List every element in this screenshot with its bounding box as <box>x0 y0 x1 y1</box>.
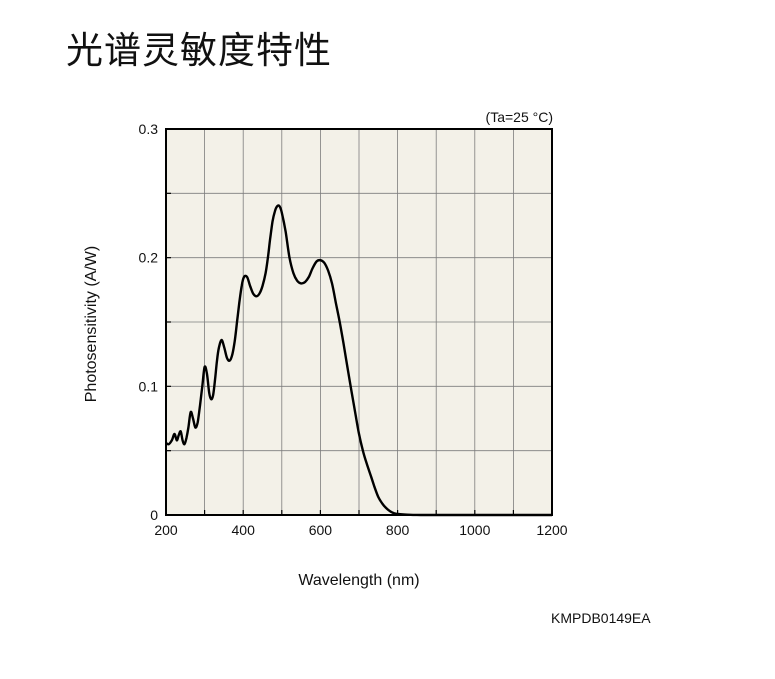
x-tick-label: 800 <box>386 522 410 538</box>
x-tick-label: 600 <box>309 522 333 538</box>
x-axis-title: Wavelength (nm) <box>298 572 419 589</box>
y-axis-title: Photosensitivity (A/W) <box>83 246 100 402</box>
y-tick-label: 0.3 <box>139 121 159 137</box>
x-tick-label: 400 <box>232 522 256 538</box>
tick-labels: 200 400 600 800 1000 1200 0 0.1 0.2 0.3 <box>139 121 568 538</box>
y-tick-label: 0.2 <box>139 250 159 266</box>
y-tick-label: 0.1 <box>139 378 159 394</box>
grid-lines <box>166 129 552 515</box>
figure-code: KMPDB0149EA <box>551 610 651 626</box>
temperature-note: (Ta=25 °C) <box>486 109 553 125</box>
x-tick-label: 1000 <box>459 522 490 538</box>
plot-frame <box>165 128 553 516</box>
x-tick-label: 200 <box>154 522 178 538</box>
x-tick-label: 1200 <box>536 522 567 538</box>
page-title: 光谱灵敏度特性 <box>66 29 332 72</box>
y-tick-label: 0 <box>150 507 158 523</box>
